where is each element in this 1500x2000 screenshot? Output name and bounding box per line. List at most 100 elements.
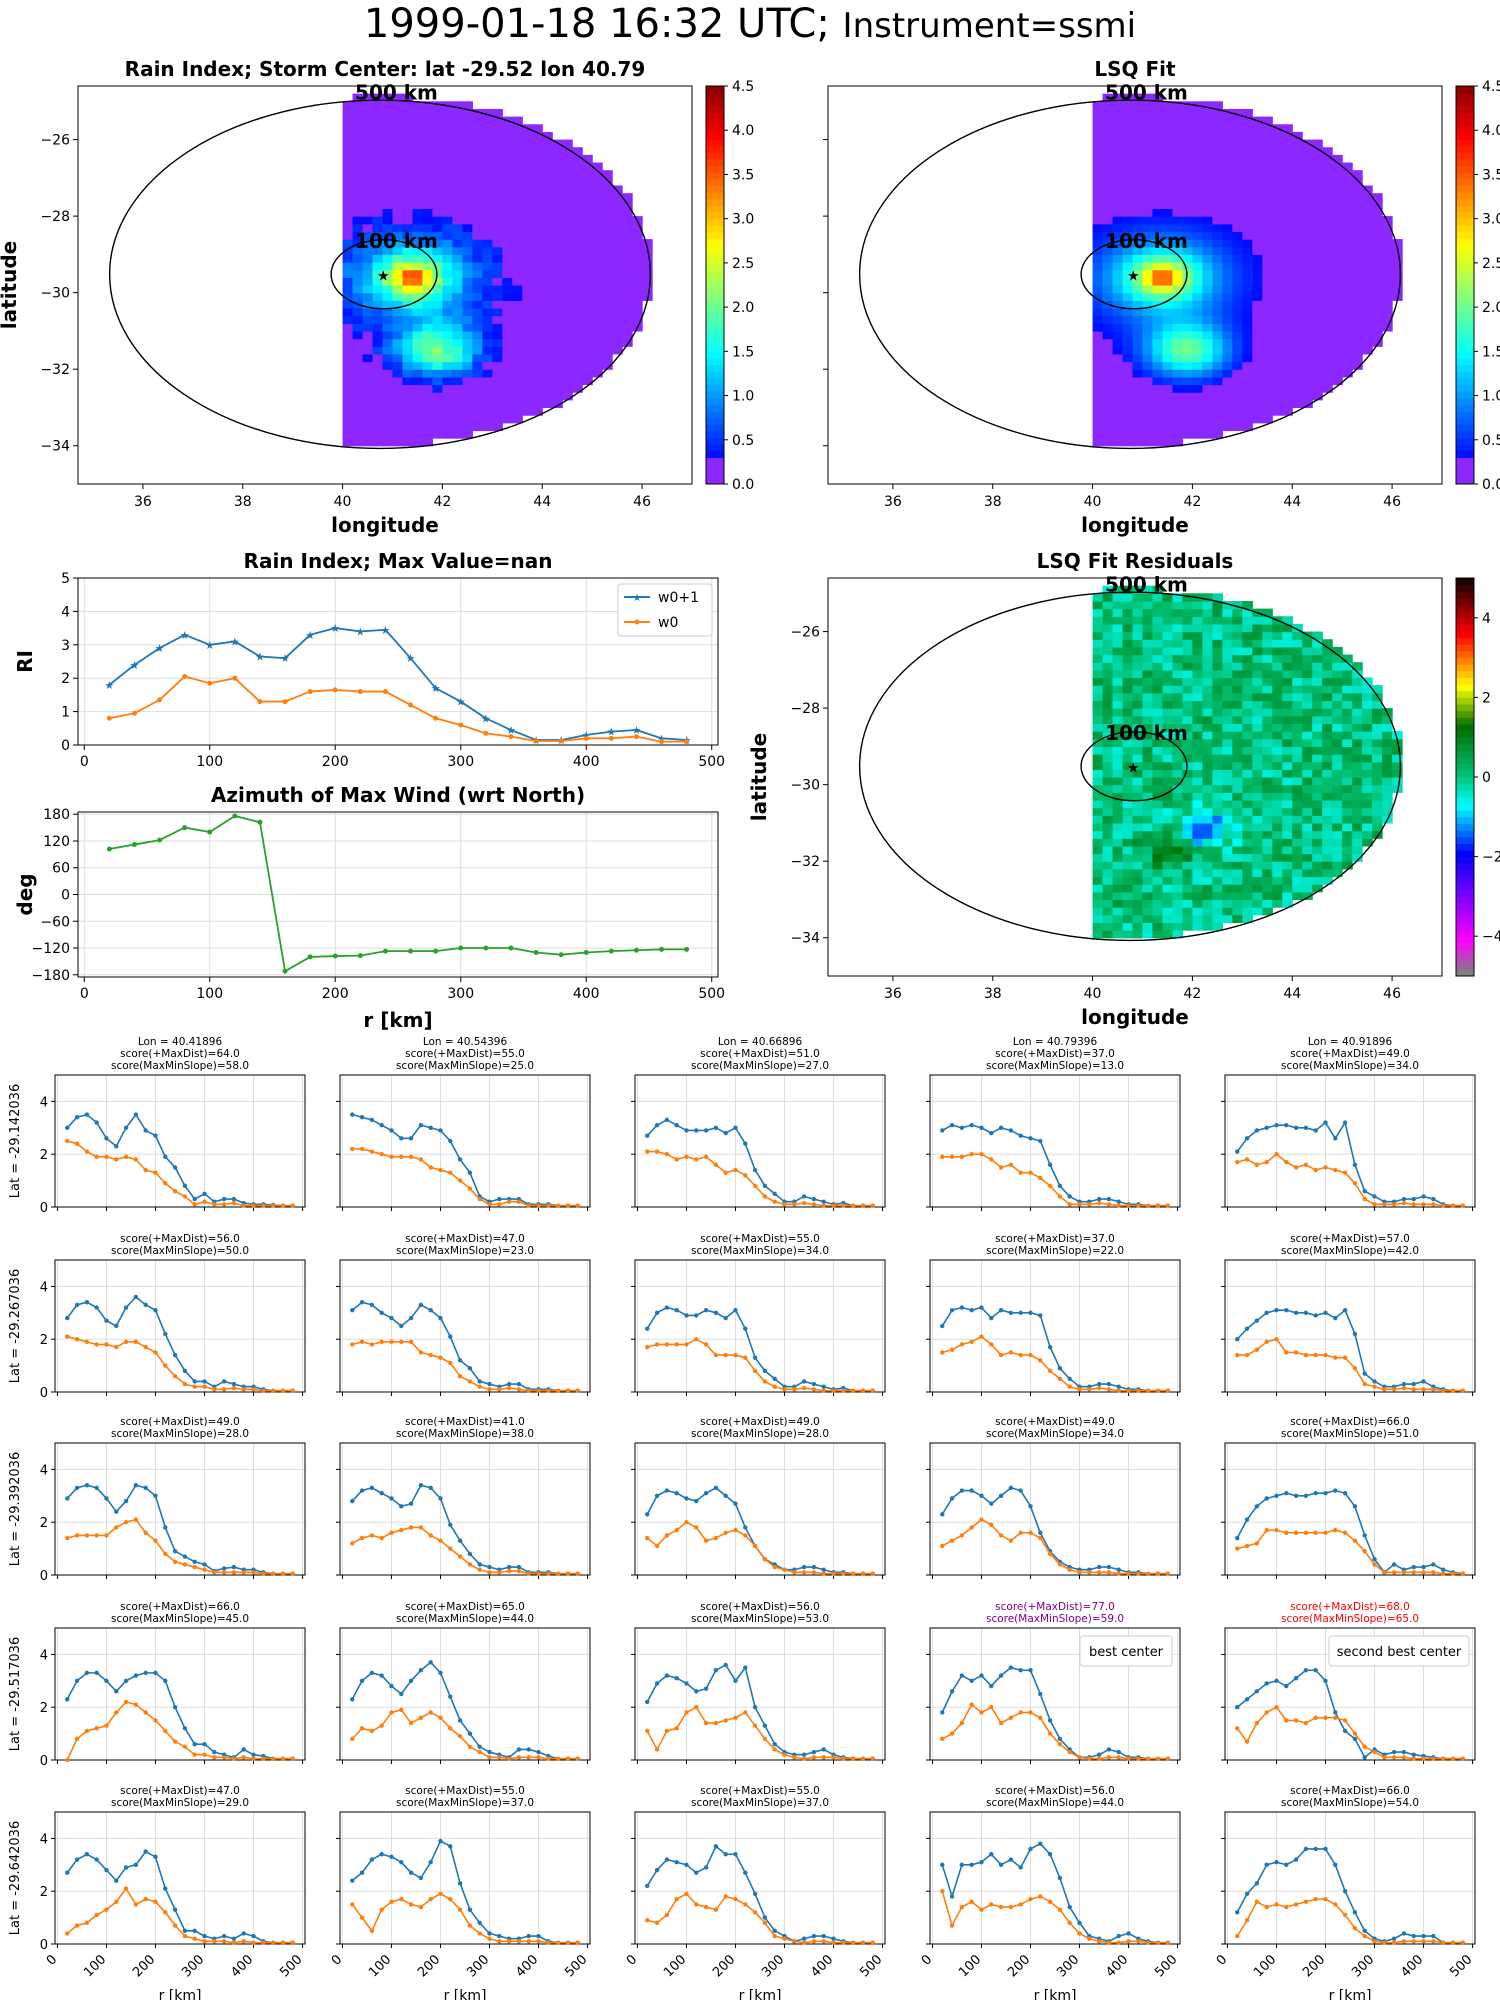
map-pixel: [1152, 422, 1164, 432]
map-pixel: [542, 315, 553, 324]
map-pixel: [412, 323, 424, 332]
map-pixel: [552, 315, 563, 324]
profile-point: [1254, 1162, 1260, 1167]
map-pixel: [422, 124, 434, 133]
map-pixel: [1202, 216, 1213, 225]
map-pixel: [1352, 216, 1363, 225]
map-pixel: [522, 185, 533, 194]
map-pixel: [462, 170, 473, 179]
map-pixel: [592, 269, 603, 278]
map-pixel: [1242, 899, 1253, 908]
map-pixel: [1182, 338, 1194, 347]
profile-point: [408, 1501, 414, 1506]
map-pixel: [1122, 930, 1134, 939]
map-pixel: [1302, 792, 1313, 801]
map-pixel: [1222, 853, 1233, 862]
map-pixel: [1122, 838, 1134, 847]
colorbar-tick-label: 3.0: [1482, 212, 1500, 228]
map-pixel: [552, 323, 563, 332]
map-pixel: [1392, 262, 1403, 271]
map-pixel: [1132, 692, 1144, 702]
map-pixel: [1182, 891, 1194, 901]
map-pixel: [562, 246, 573, 255]
map-pixel: [452, 384, 463, 393]
profile-point: [1047, 1368, 1053, 1374]
data-point: [533, 949, 539, 955]
map-pixel: [432, 124, 444, 133]
map-pixel: [502, 353, 513, 363]
colorbar-cell: [1456, 929, 1474, 937]
map-pixel: [1102, 891, 1114, 901]
map-pixel: [1352, 685, 1363, 694]
profile-point: [1372, 1379, 1377, 1384]
map-pixel: [1112, 639, 1124, 648]
profile-point: [959, 1305, 965, 1310]
profile-point: [1096, 1385, 1102, 1391]
map-pixel: [472, 177, 483, 187]
map-pixel: [1352, 223, 1363, 233]
colorbar-cell: [706, 285, 724, 293]
colorbar-cell: [1456, 198, 1474, 206]
map-pixel: [1112, 246, 1124, 255]
map-pixel: [1352, 715, 1363, 725]
map-pixel: [1392, 777, 1403, 786]
map-pixel: [512, 285, 523, 294]
map-pixel: [522, 162, 533, 171]
map-pixel: [1202, 262, 1213, 271]
map-pixel: [1282, 131, 1293, 141]
y-tick-label: −60: [40, 914, 70, 930]
map-pixel: [1332, 277, 1343, 286]
map-pixel: [562, 147, 573, 156]
map-pixel: [1132, 185, 1144, 194]
data-point: [633, 947, 639, 953]
map-pixel: [362, 116, 374, 125]
map-pixel: [1102, 631, 1114, 640]
panel-title: LSQ Fit Residuals: [1037, 549, 1234, 573]
map-pixel: [362, 376, 374, 386]
map-pixel: [382, 438, 394, 447]
map-pixel: [452, 330, 463, 340]
map-pixel: [402, 415, 414, 424]
map-pixel: [1342, 769, 1353, 778]
map-pixel: [1222, 353, 1233, 363]
profile-point: [506, 1199, 512, 1204]
map-pixel: [402, 101, 414, 110]
map-pixel: [1262, 861, 1273, 870]
map-pixel: [412, 231, 424, 240]
map-pixel: [1222, 784, 1233, 793]
map-pixel: [1202, 608, 1213, 617]
map-pixel: [1232, 907, 1243, 916]
map-pixel: [1162, 323, 1174, 332]
profile-point: [575, 1571, 580, 1576]
map-pixel: [1232, 899, 1243, 908]
map-pixel: [442, 239, 453, 248]
map-pixel: [1252, 369, 1263, 378]
profile-point: [1293, 1310, 1299, 1316]
map-pixel: [1362, 815, 1373, 824]
map-pixel: [1202, 914, 1213, 924]
map-pixel: [1302, 891, 1313, 901]
colorbar-cell: [706, 198, 724, 206]
map-pixel: [1362, 262, 1373, 271]
map-pixel: [1232, 731, 1243, 740]
map-pixel: [1192, 422, 1203, 432]
profile-point: [94, 1154, 99, 1160]
map-pixel: [482, 323, 493, 332]
map-pixel: [1352, 677, 1363, 686]
map-pixel: [1122, 861, 1134, 870]
map-pixel: [1102, 330, 1114, 340]
map-pixel: [502, 185, 513, 194]
map-pixel: [592, 254, 603, 263]
map-pixel: [502, 223, 513, 233]
map-pixel: [1222, 838, 1233, 847]
map-pixel: [1182, 861, 1194, 870]
map-pixel: [1152, 407, 1164, 416]
map-pixel: [1262, 177, 1273, 187]
map-pixel: [1122, 384, 1134, 393]
profile-point: [1096, 1381, 1102, 1387]
map-pixel: [1172, 914, 1184, 924]
colorbar-cell: [1456, 351, 1474, 359]
map-pixel: [1202, 422, 1213, 432]
profile-point: [1372, 1194, 1377, 1199]
map-pixel: [1232, 208, 1243, 217]
